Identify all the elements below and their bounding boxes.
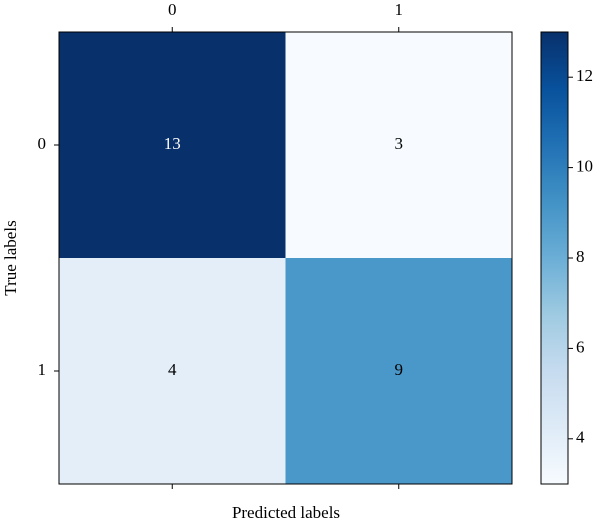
heatmap-cell <box>285 32 513 259</box>
colorbar-tick-label: 4 <box>576 428 585 447</box>
plot-frame <box>58 31 513 485</box>
colorbar-tick-label: 8 <box>576 247 585 266</box>
cell-value-label: 4 <box>168 360 177 379</box>
heatmap-cell <box>59 32 286 259</box>
x-tick-label: 0 <box>168 0 177 19</box>
y-tick-label: 0 <box>38 134 47 153</box>
colorbar <box>540 31 569 485</box>
y-tick-label: 1 <box>38 360 47 379</box>
cell-value-label: 3 <box>395 134 404 153</box>
x-axis-label: Predicted labels <box>232 503 340 522</box>
cell-value-label: 9 <box>395 360 404 379</box>
x-tick-label: 1 <box>395 0 404 19</box>
heatmap-cell <box>59 258 286 485</box>
colorbar-tick-label: 12 <box>576 66 593 85</box>
colorbar-tick-label: 6 <box>576 337 585 356</box>
colorbar-tick-label: 10 <box>576 157 593 176</box>
cell-value-label: 13 <box>164 134 181 153</box>
heatmap-cell <box>285 258 513 485</box>
y-axis-label: True labels <box>1 220 20 295</box>
